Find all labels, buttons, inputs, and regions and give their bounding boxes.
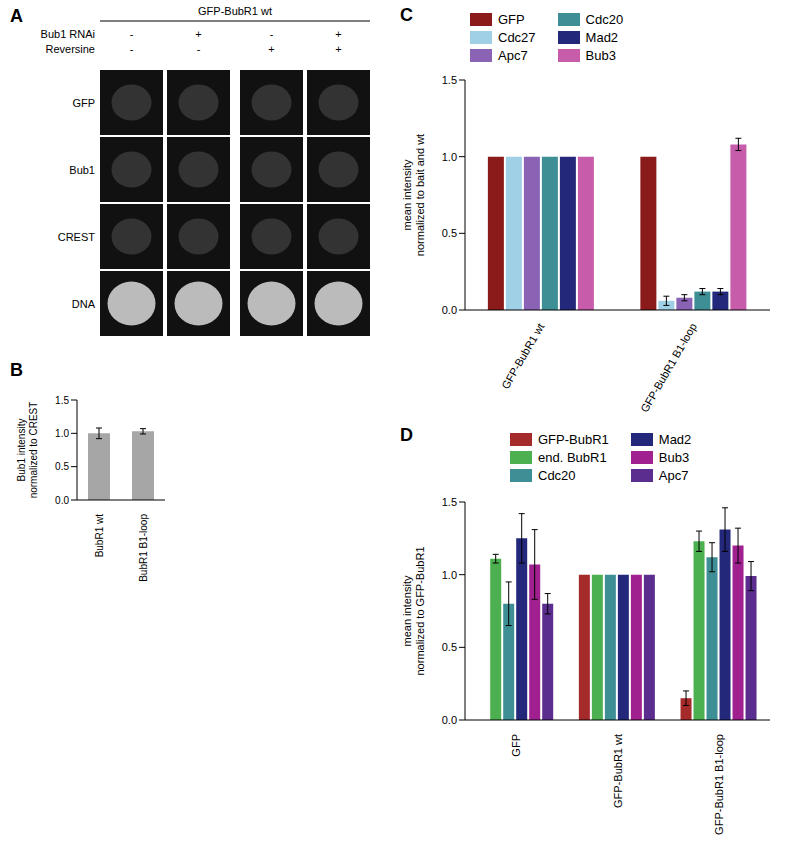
html-text:Mad2: Mad2 [658,432,692,447]
svg-text:+: + [195,28,201,40]
svg-text:BubR1 wt: BubR1 wt [94,514,105,558]
html-text:Cdc27: Cdc27 [498,30,536,45]
html-text:Apc7: Apc7 [498,48,528,63]
svg-text:Bub1: Bub1 [69,164,95,176]
html-text:C: C [400,5,413,25]
html-text:Cdc20: Cdc20 [585,12,624,27]
svg-text:GFP: GFP [510,734,522,757]
svg-text:0.5: 0.5 [442,227,457,239]
html-text:D: D [400,425,413,445]
svg-text:mean intensitynormalized to GF: mean intensitynormalized to GFP-BubR1 [401,547,426,676]
svg-text:0.0: 0.0 [442,714,457,726]
svg-text:BubR1 B1-loop: BubR1 B1-loop [138,514,149,582]
html-text:Mad2: Mad2 [585,30,619,45]
svg-text:Reversine: Reversine [45,43,95,55]
html-text:Bub3: Bub3 [585,48,616,63]
html-text:Apc7: Apc7 [658,468,689,483]
svg-text:-: - [130,43,134,55]
svg-text:CREST: CREST [58,231,96,243]
svg-text:0.5: 0.5 [55,461,69,472]
svg-text:1.0: 1.0 [55,428,69,439]
svg-text:+: + [335,28,341,40]
svg-text:mean intensitynormalized to ba: mean intensitynormalized to bait and wt [401,134,426,256]
svg-text:0.0: 0.0 [442,304,457,316]
svg-text:1.5: 1.5 [442,74,457,86]
svg-text:1.0: 1.0 [442,151,457,163]
svg-text:+: + [335,43,341,55]
html-text:end. BubR1: end. BubR1 [538,450,607,465]
svg-text:1.0: 1.0 [442,569,457,581]
svg-text:GFP-BubR1 wt: GFP-BubR1 wt [612,734,624,808]
svg-text:1.5: 1.5 [442,496,457,508]
svg-text:-: - [270,28,274,40]
svg-text:GFP: GFP [72,97,95,109]
html-text:Cdc20: Cdc20 [538,468,576,483]
html-text:GFP: GFP [498,12,525,27]
html-text:GFP-BubR1: GFP-BubR1 [538,432,609,447]
svg-text:-: - [130,28,134,40]
svg-text:GFP-BubR1 wt: GFP-BubR1 wt [499,321,546,391]
svg-text:+: + [268,43,274,55]
svg-text:DNA: DNA [72,298,96,310]
svg-text:A: A [10,6,23,26]
svg-text:Bub1 intensitynormalized to CR: Bub1 intensitynormalized to CREST [16,402,39,499]
html-text:Bub3: Bub3 [658,450,690,465]
svg-text:-: - [197,43,201,55]
svg-text:GFP-BubR1 B1-loop: GFP-BubR1 B1-loop [713,734,725,835]
svg-text:1.5: 1.5 [55,395,69,406]
svg-text:GFP-BubR1 B1-loop: GFP-BubR1 B1-loop [638,321,699,414]
html-text:B: B [10,360,23,380]
svg-text:GFP-BubR1 wt: GFP-BubR1 wt [198,5,272,17]
svg-text:0.0: 0.0 [55,495,69,506]
svg-text:Bub1 RNAi: Bub1 RNAi [41,28,95,40]
svg-text:0.5: 0.5 [442,641,457,653]
